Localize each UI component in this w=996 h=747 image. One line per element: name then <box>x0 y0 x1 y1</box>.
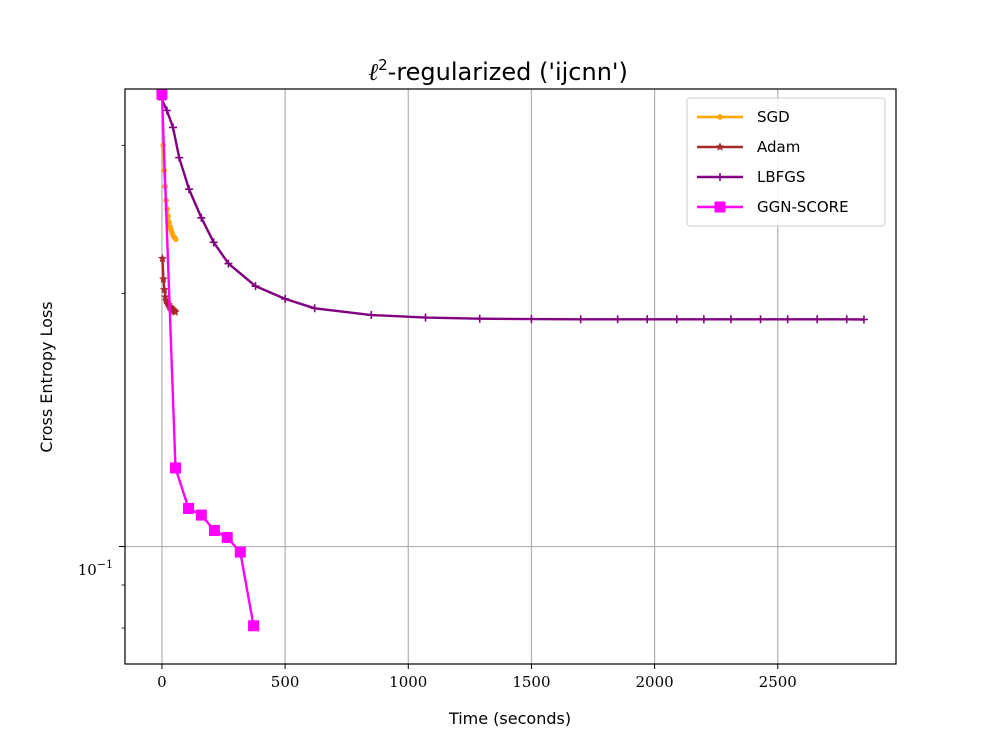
legend-marker-adam <box>715 142 725 151</box>
data-point-sgd <box>172 236 179 242</box>
title-symbol: ℓ <box>368 58 378 86</box>
data-point-lbfgs <box>859 315 868 324</box>
y-tick-label-major: 10−1 <box>78 558 113 579</box>
data-point-lbfgs <box>367 311 376 320</box>
data-point-lbfgs <box>643 315 652 324</box>
data-point-lbfgs <box>527 315 536 324</box>
y-axis-label: Cross Entropy Loss <box>37 301 56 452</box>
legend-label-sgd: SGD <box>757 108 790 126</box>
series-layer <box>156 88 868 632</box>
data-point-ggn-score <box>234 546 246 558</box>
data-point-lbfgs <box>699 315 708 324</box>
data-point-lbfgs <box>224 259 233 268</box>
legend: SGD Adam LBFGS GGN-SCORE <box>686 97 886 227</box>
legend-box <box>686 97 886 227</box>
x-tick-label: 1000 <box>389 673 427 691</box>
x-tick-label: 500 <box>271 673 300 691</box>
data-point-lbfgs <box>251 282 260 291</box>
grid-lines <box>125 89 896 664</box>
plot-frame <box>124 88 897 665</box>
legend-entry-sgd: SGD <box>697 108 790 126</box>
x-tick-label: 2000 <box>636 673 674 691</box>
legend-marker-ggn-score <box>714 201 726 213</box>
data-point-lbfgs <box>813 315 822 324</box>
title-superscript: 2 <box>378 56 388 74</box>
data-point-lbfgs <box>421 313 430 322</box>
legend-label-ggn-score: GGN-SCORE <box>757 198 849 216</box>
legend-entry-ggn-score: GGN-SCORE <box>697 198 849 216</box>
data-point-lbfgs <box>185 185 194 194</box>
series-lbfgs <box>157 95 868 324</box>
data-point-ggn-score <box>221 532 233 544</box>
data-point-adam <box>158 274 169 284</box>
chart-title: ℓ2-regularized ('ijcnn') <box>368 56 628 86</box>
series-ggn-score <box>156 88 260 632</box>
data-point-lbfgs <box>209 238 218 247</box>
data-point-lbfgs <box>475 314 484 323</box>
data-point-lbfgs <box>842 315 851 324</box>
data-point-lbfgs <box>169 123 178 132</box>
data-point-lbfgs <box>310 304 319 313</box>
y-tick-base: 10 <box>78 561 97 579</box>
x-tick-label: 2500 <box>759 673 797 691</box>
series-line-lbfgs <box>160 99 864 321</box>
data-point-lbfgs <box>726 315 735 324</box>
data-point-ggn-score <box>208 524 220 536</box>
data-point-adam <box>157 253 168 263</box>
legend-marker-lbfgs <box>716 173 724 181</box>
data-point-ggn-score <box>195 509 207 521</box>
legend-marker-sgd <box>717 114 723 120</box>
legend-label-adam: Adam <box>757 138 800 156</box>
x-tick-label: 1500 <box>512 673 550 691</box>
title-main: -regularized ('ijcnn') <box>388 58 628 86</box>
axis-ticks: 0 500 1000 1500 2000 2500 <box>119 144 797 691</box>
legend-entry-lbfgs: LBFGS <box>697 168 805 186</box>
data-point-lbfgs <box>672 315 681 324</box>
data-point-ggn-score <box>183 502 195 514</box>
data-point-lbfgs <box>162 106 171 115</box>
data-point-ggn-score <box>248 620 260 632</box>
legend-entry-adam: Adam <box>697 138 800 156</box>
data-point-lbfgs <box>613 315 622 324</box>
x-tick-label: 0 <box>157 673 167 691</box>
data-point-lbfgs <box>576 315 585 324</box>
data-point-lbfgs <box>175 153 184 162</box>
data-point-adam <box>170 307 180 317</box>
data-point-ggn-score <box>156 88 168 100</box>
data-point-ggn-score <box>169 462 181 474</box>
data-point-adam <box>159 284 170 294</box>
legend-label-lbfgs: LBFGS <box>757 168 805 186</box>
y-tick-exponent: −1 <box>97 558 113 571</box>
data-point-lbfgs <box>197 213 206 222</box>
x-axis-label: Time (seconds) <box>448 709 571 728</box>
data-point-lbfgs <box>783 315 792 324</box>
data-point-lbfgs <box>756 315 765 324</box>
data-point-lbfgs <box>281 294 290 303</box>
